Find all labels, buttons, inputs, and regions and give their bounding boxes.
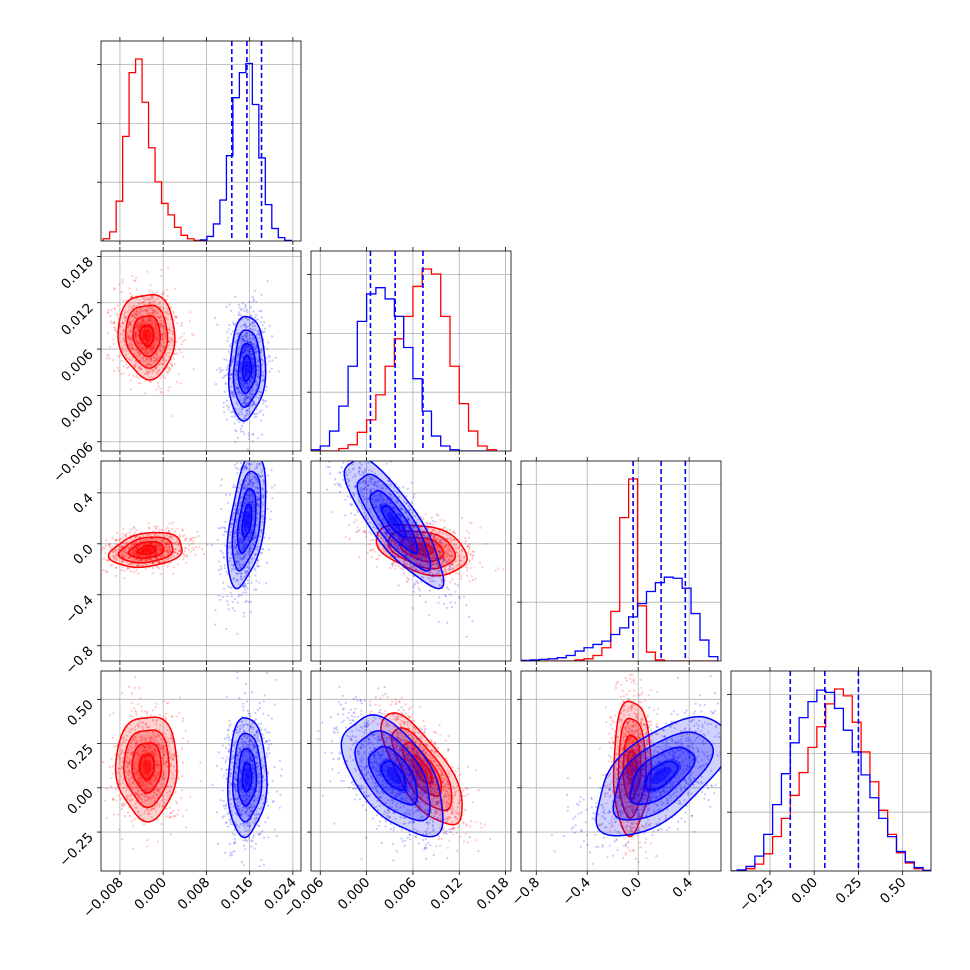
contours-series-0 — [117, 293, 176, 381]
contours-series-1 — [343, 461, 445, 590]
histogram-series-1 — [199, 62, 292, 241]
x-tick-label-p4: −0.25 — [736, 875, 777, 916]
panel-frame — [100, 670, 302, 872]
contours-series-0 — [107, 531, 183, 569]
x-tick-label-p1: −0.008 — [80, 875, 127, 922]
panel-frame — [310, 670, 512, 872]
panel-scatter-p2-p4 — [307, 667, 512, 875]
contours-series-1 — [228, 315, 267, 422]
y-tick-label-p4: −0.25 — [56, 830, 97, 871]
x-tick-label-p4: 0.50 — [877, 875, 910, 908]
contours-series-0 — [114, 716, 178, 823]
x-tick-label-p3: 0.4 — [670, 875, 697, 902]
histogram-series-1 — [521, 576, 719, 661]
panel-scatter-p1-p4 — [97, 667, 302, 875]
x-tick-label-p1: 0.000 — [131, 875, 170, 914]
histogram-series-0 — [102, 58, 207, 241]
contours-series-1 — [595, 715, 721, 837]
x-tick-label-p3: −0.4 — [560, 875, 594, 909]
x-tick-label-p3: −0.8 — [509, 875, 543, 909]
y-tick-label-p3: 0.0 — [70, 541, 97, 568]
y-tick-label-p3: 0.4 — [70, 490, 97, 517]
x-tick-label-p2: 0.006 — [381, 875, 420, 914]
tick-labels-layer: −0.008 0.000 0.008 0.016 0.024−0.006 0.000 0.0… — [50, 254, 909, 921]
panel-frame — [310, 460, 512, 662]
panel-hist-p1 — [97, 37, 302, 245]
y-tick-label-p4: 0.25 — [64, 741, 97, 774]
density-series-1 — [344, 461, 444, 589]
histogram-series-1 — [731, 689, 931, 871]
y-tick-label-p4: 0.00 — [64, 785, 97, 818]
y-tick-label-p4: 0.50 — [64, 697, 97, 730]
panel-scatter-p2-p3 — [307, 457, 512, 665]
y-tick-label-p3: −0.8 — [62, 643, 96, 677]
y-tick-label-p2: −0.006 — [50, 439, 97, 486]
panel-frame — [100, 460, 302, 662]
panel-scatter-p1-p2 — [97, 247, 302, 455]
contours-series-1 — [226, 461, 267, 590]
histogram-series-0 — [311, 268, 497, 451]
panel-frame — [310, 250, 512, 452]
x-tick-label-p2: 0.012 — [427, 875, 466, 914]
panel-hist-p2 — [307, 247, 512, 455]
x-tick-label-p2: 0.000 — [335, 875, 374, 914]
y-tick-label-p2: 0.018 — [58, 254, 97, 293]
y-tick-label-p2: 0.012 — [58, 300, 97, 339]
panel-frame — [100, 250, 302, 452]
contours-series-1 — [226, 717, 268, 839]
panel-frame — [730, 670, 932, 872]
x-tick-label-p1: 0.008 — [175, 875, 214, 914]
y-tick-label-p2: 0.006 — [58, 347, 97, 386]
histogram-series-1 — [311, 287, 488, 451]
panel-frame — [520, 670, 722, 872]
panel-hist-p3 — [517, 457, 722, 665]
panels-layer — [97, 37, 932, 875]
density-series-1 — [596, 716, 721, 836]
panel-frame — [520, 460, 722, 662]
x-tick-label-p2: 0.018 — [474, 875, 513, 914]
panel-frame — [100, 40, 302, 242]
histogram-series-0 — [521, 478, 718, 661]
x-tick-label-p3: 0.0 — [619, 875, 646, 902]
contours-series-1 — [340, 714, 444, 838]
panel-scatter-p3-p4 — [517, 667, 722, 875]
histogram-series-0 — [731, 688, 931, 871]
panel-hist-p4 — [727, 667, 932, 875]
x-tick-label-p1: 0.016 — [218, 875, 257, 914]
y-tick-label-p3: −0.4 — [62, 592, 96, 626]
density-series-1 — [341, 714, 443, 837]
x-tick-label-p4: 0.25 — [833, 875, 866, 908]
panel-scatter-p1-p3 — [97, 457, 302, 665]
x-tick-label-p4: 0.00 — [788, 875, 821, 908]
y-tick-label-p2: 0.000 — [58, 393, 97, 432]
